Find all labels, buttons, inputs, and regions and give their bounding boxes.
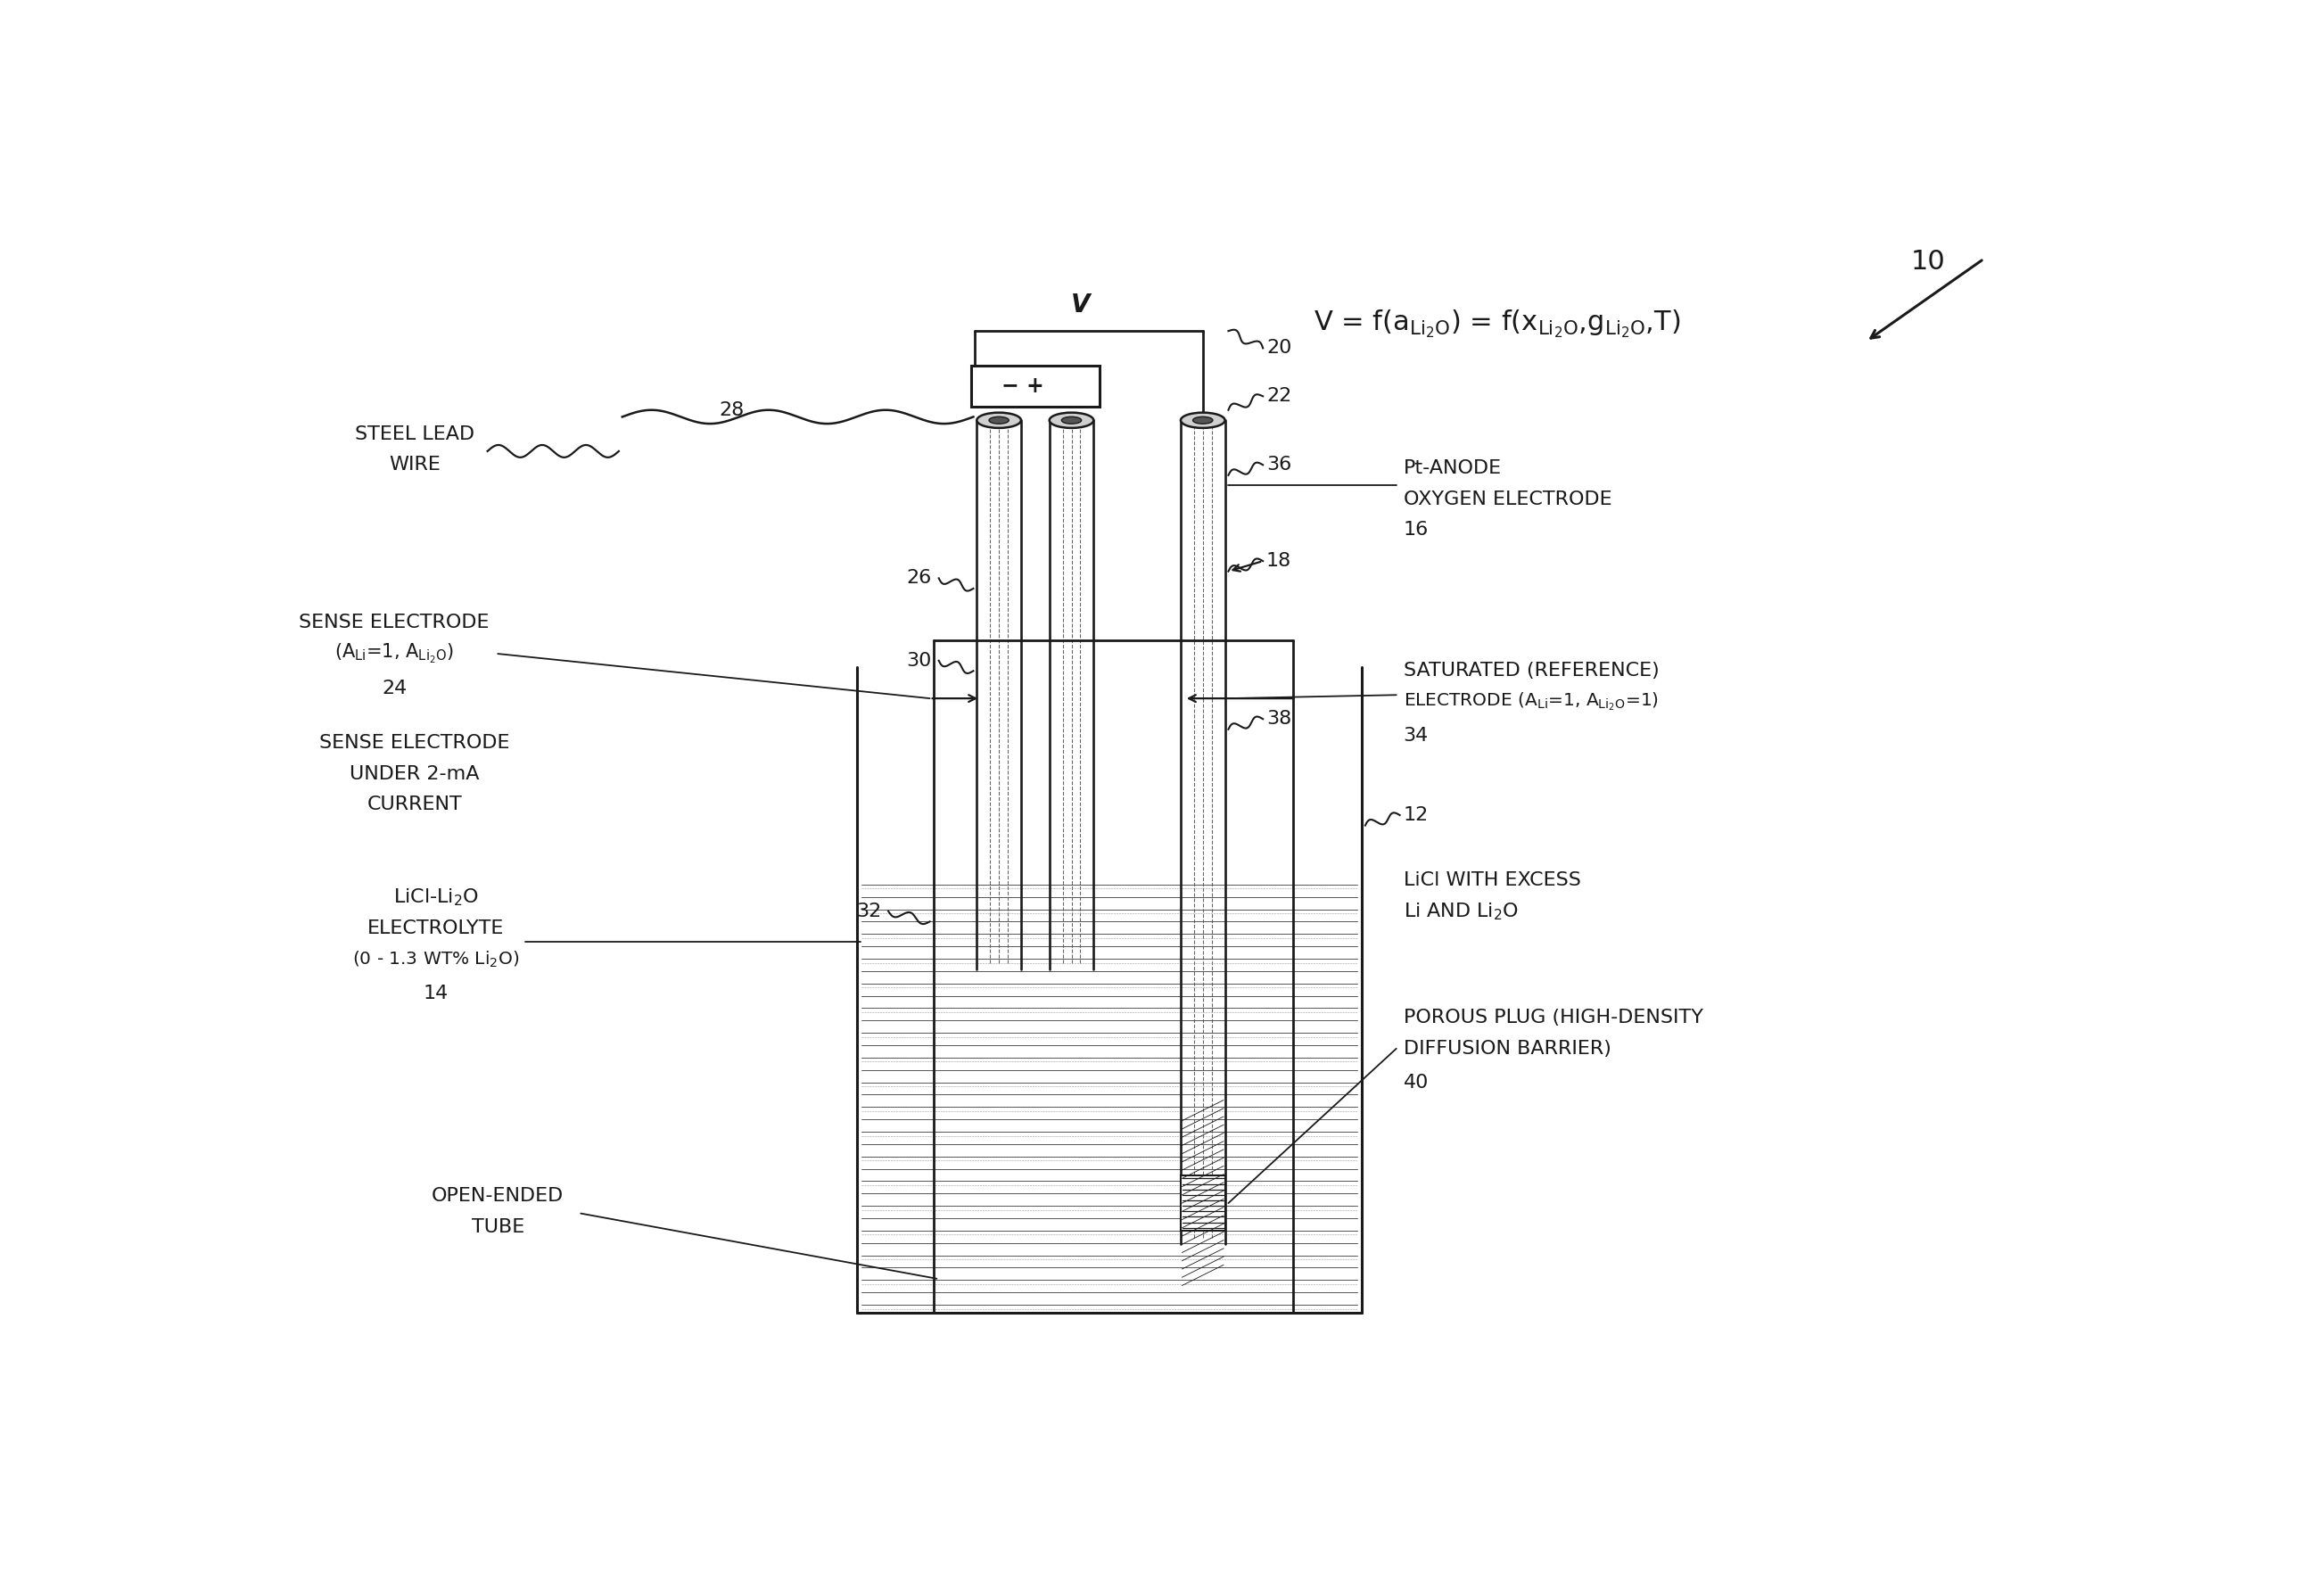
Text: ELECTRODE (A$_{\mathregular{Li}}$=1, A$_{\mathregular{Li_2O}}$=1): ELECTRODE (A$_{\mathregular{Li}}$=1, A$_… bbox=[1404, 690, 1659, 713]
Text: DIFFUSION BARRIER): DIFFUSION BARRIER) bbox=[1404, 1039, 1611, 1058]
Text: SATURATED (REFERENCE): SATURATED (REFERENCE) bbox=[1404, 662, 1659, 679]
Text: (0 - 1.3 WT% Li$_{\mathregular{2}}$O): (0 - 1.3 WT% Li$_{\mathregular{2}}$O) bbox=[353, 950, 518, 969]
Text: 14: 14 bbox=[423, 985, 449, 1002]
Text: V = f(a$_{\mathregular{Li_2O}}$) = f(x$_{\mathregular{Li_2O}}$,g$_{\mathregular{: V = f(a$_{\mathregular{Li_2O}}$) = f(x$_… bbox=[1313, 309, 1680, 340]
Text: 22: 22 bbox=[1267, 387, 1292, 406]
Text: 40: 40 bbox=[1404, 1074, 1429, 1091]
Text: 38: 38 bbox=[1267, 710, 1292, 729]
Ellipse shape bbox=[1062, 417, 1081, 423]
Text: 32: 32 bbox=[855, 902, 881, 920]
Text: SENSE ELECTRODE: SENSE ELECTRODE bbox=[300, 614, 490, 632]
Text: ELECTROLYTE: ELECTROLYTE bbox=[367, 920, 504, 937]
Text: 30: 30 bbox=[906, 652, 932, 670]
Ellipse shape bbox=[1192, 417, 1213, 423]
Ellipse shape bbox=[976, 412, 1020, 428]
Text: − +: − + bbox=[1002, 375, 1043, 396]
Text: Li AND Li$_{\mathregular{2}}$O: Li AND Li$_{\mathregular{2}}$O bbox=[1404, 901, 1518, 921]
Text: LiCl WITH EXCESS: LiCl WITH EXCESS bbox=[1404, 872, 1580, 889]
Bar bbox=[1181, 1176, 1225, 1230]
Text: 20: 20 bbox=[1267, 339, 1292, 356]
Text: 26: 26 bbox=[906, 570, 932, 587]
Text: POROUS PLUG (HIGH-DENSITY: POROUS PLUG (HIGH-DENSITY bbox=[1404, 1009, 1703, 1026]
Text: 24: 24 bbox=[381, 679, 407, 697]
Text: LiCl-Li$_{\mathregular{2}}$O: LiCl-Li$_{\mathregular{2}}$O bbox=[393, 888, 479, 908]
Text: WIRE: WIRE bbox=[388, 457, 442, 474]
Ellipse shape bbox=[1181, 412, 1225, 428]
Text: 18: 18 bbox=[1267, 552, 1292, 570]
Text: 36: 36 bbox=[1267, 457, 1292, 474]
Text: Pt-ANODE: Pt-ANODE bbox=[1404, 460, 1501, 477]
Text: V: V bbox=[1071, 293, 1090, 317]
Text: 34: 34 bbox=[1404, 727, 1429, 745]
Text: OXYGEN ELECTRODE: OXYGEN ELECTRODE bbox=[1404, 490, 1611, 508]
Text: OPEN-ENDED: OPEN-ENDED bbox=[432, 1187, 565, 1204]
Text: SENSE ELECTRODE: SENSE ELECTRODE bbox=[321, 733, 509, 753]
Text: STEEL LEAD: STEEL LEAD bbox=[356, 425, 474, 442]
Text: (A$_{\mathregular{Li}}$=1, A$_{\mathregular{Li_2O}}$): (A$_{\mathregular{Li}}$=1, A$_{\mathregu… bbox=[335, 643, 453, 665]
Ellipse shape bbox=[990, 417, 1009, 423]
Text: 28: 28 bbox=[718, 401, 744, 418]
Text: UNDER 2-mA: UNDER 2-mA bbox=[351, 765, 479, 783]
Text: 12: 12 bbox=[1404, 807, 1429, 824]
Text: TUBE: TUBE bbox=[472, 1219, 525, 1236]
Ellipse shape bbox=[1050, 412, 1095, 428]
Text: 10: 10 bbox=[1910, 248, 1945, 275]
Bar bbox=[971, 366, 1099, 407]
Text: 16: 16 bbox=[1404, 522, 1429, 539]
Text: CURRENT: CURRENT bbox=[367, 796, 462, 813]
